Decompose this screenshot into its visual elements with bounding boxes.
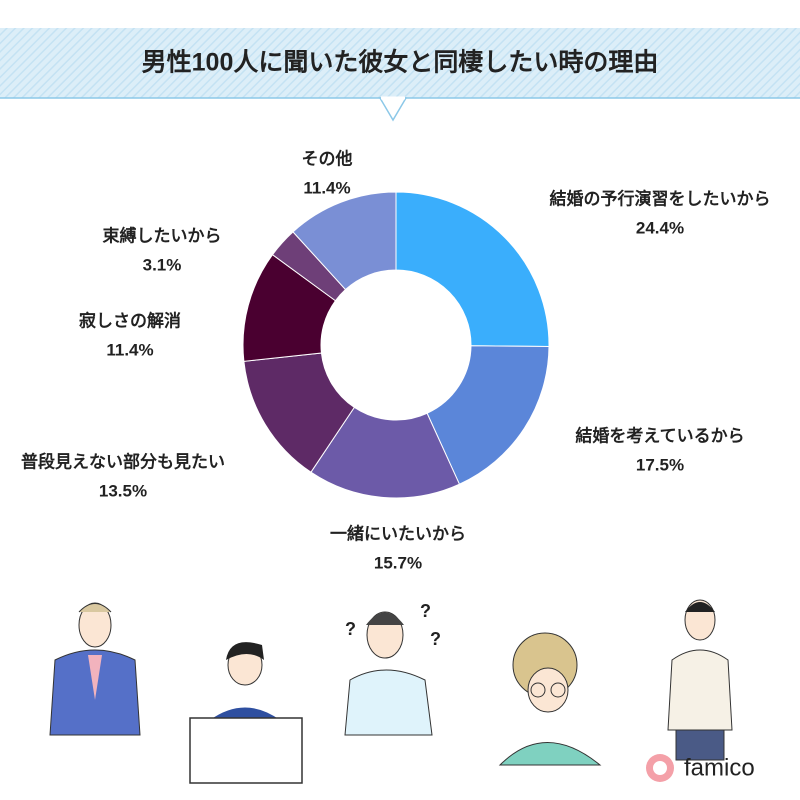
donut-segment <box>426 345 550 485</box>
donut-segment <box>310 406 461 499</box>
category-label: 一緒にいたいから <box>330 523 466 543</box>
category-label: 結婚の予行演習をしたいから <box>550 188 771 208</box>
value-label: 11.4% <box>106 340 153 359</box>
donut-segment <box>395 191 550 347</box>
title-banner <box>0 28 800 122</box>
chart-title: 男性100人に聞いた彼女と同棲したい時の理由 <box>142 48 659 77</box>
category-label: その他 <box>302 148 353 168</box>
donut-segment <box>292 191 397 291</box>
category-label: 束縛したいから <box>103 225 222 245</box>
category-label: 普段見えない部分も見たい <box>21 451 225 471</box>
value-label: 13.5% <box>99 481 147 500</box>
value-label: 24.4% <box>636 218 684 237</box>
value-label: 15.7% <box>374 553 422 572</box>
illustrations: ? ? ? <box>49 599 733 784</box>
value-label: 17.5% <box>636 455 684 474</box>
brand-logo <box>646 754 674 782</box>
question-mark: ? <box>345 619 356 639</box>
brand-name: famico <box>684 754 755 781</box>
category-label: 結婚を考えているから <box>575 425 744 445</box>
category-label: 寂しさの解消 <box>79 310 181 330</box>
value-label: 11.4% <box>303 178 350 197</box>
question-mark: ? <box>420 601 431 621</box>
value-label: 3.1% <box>143 255 182 274</box>
question-mark: ? <box>430 629 441 649</box>
